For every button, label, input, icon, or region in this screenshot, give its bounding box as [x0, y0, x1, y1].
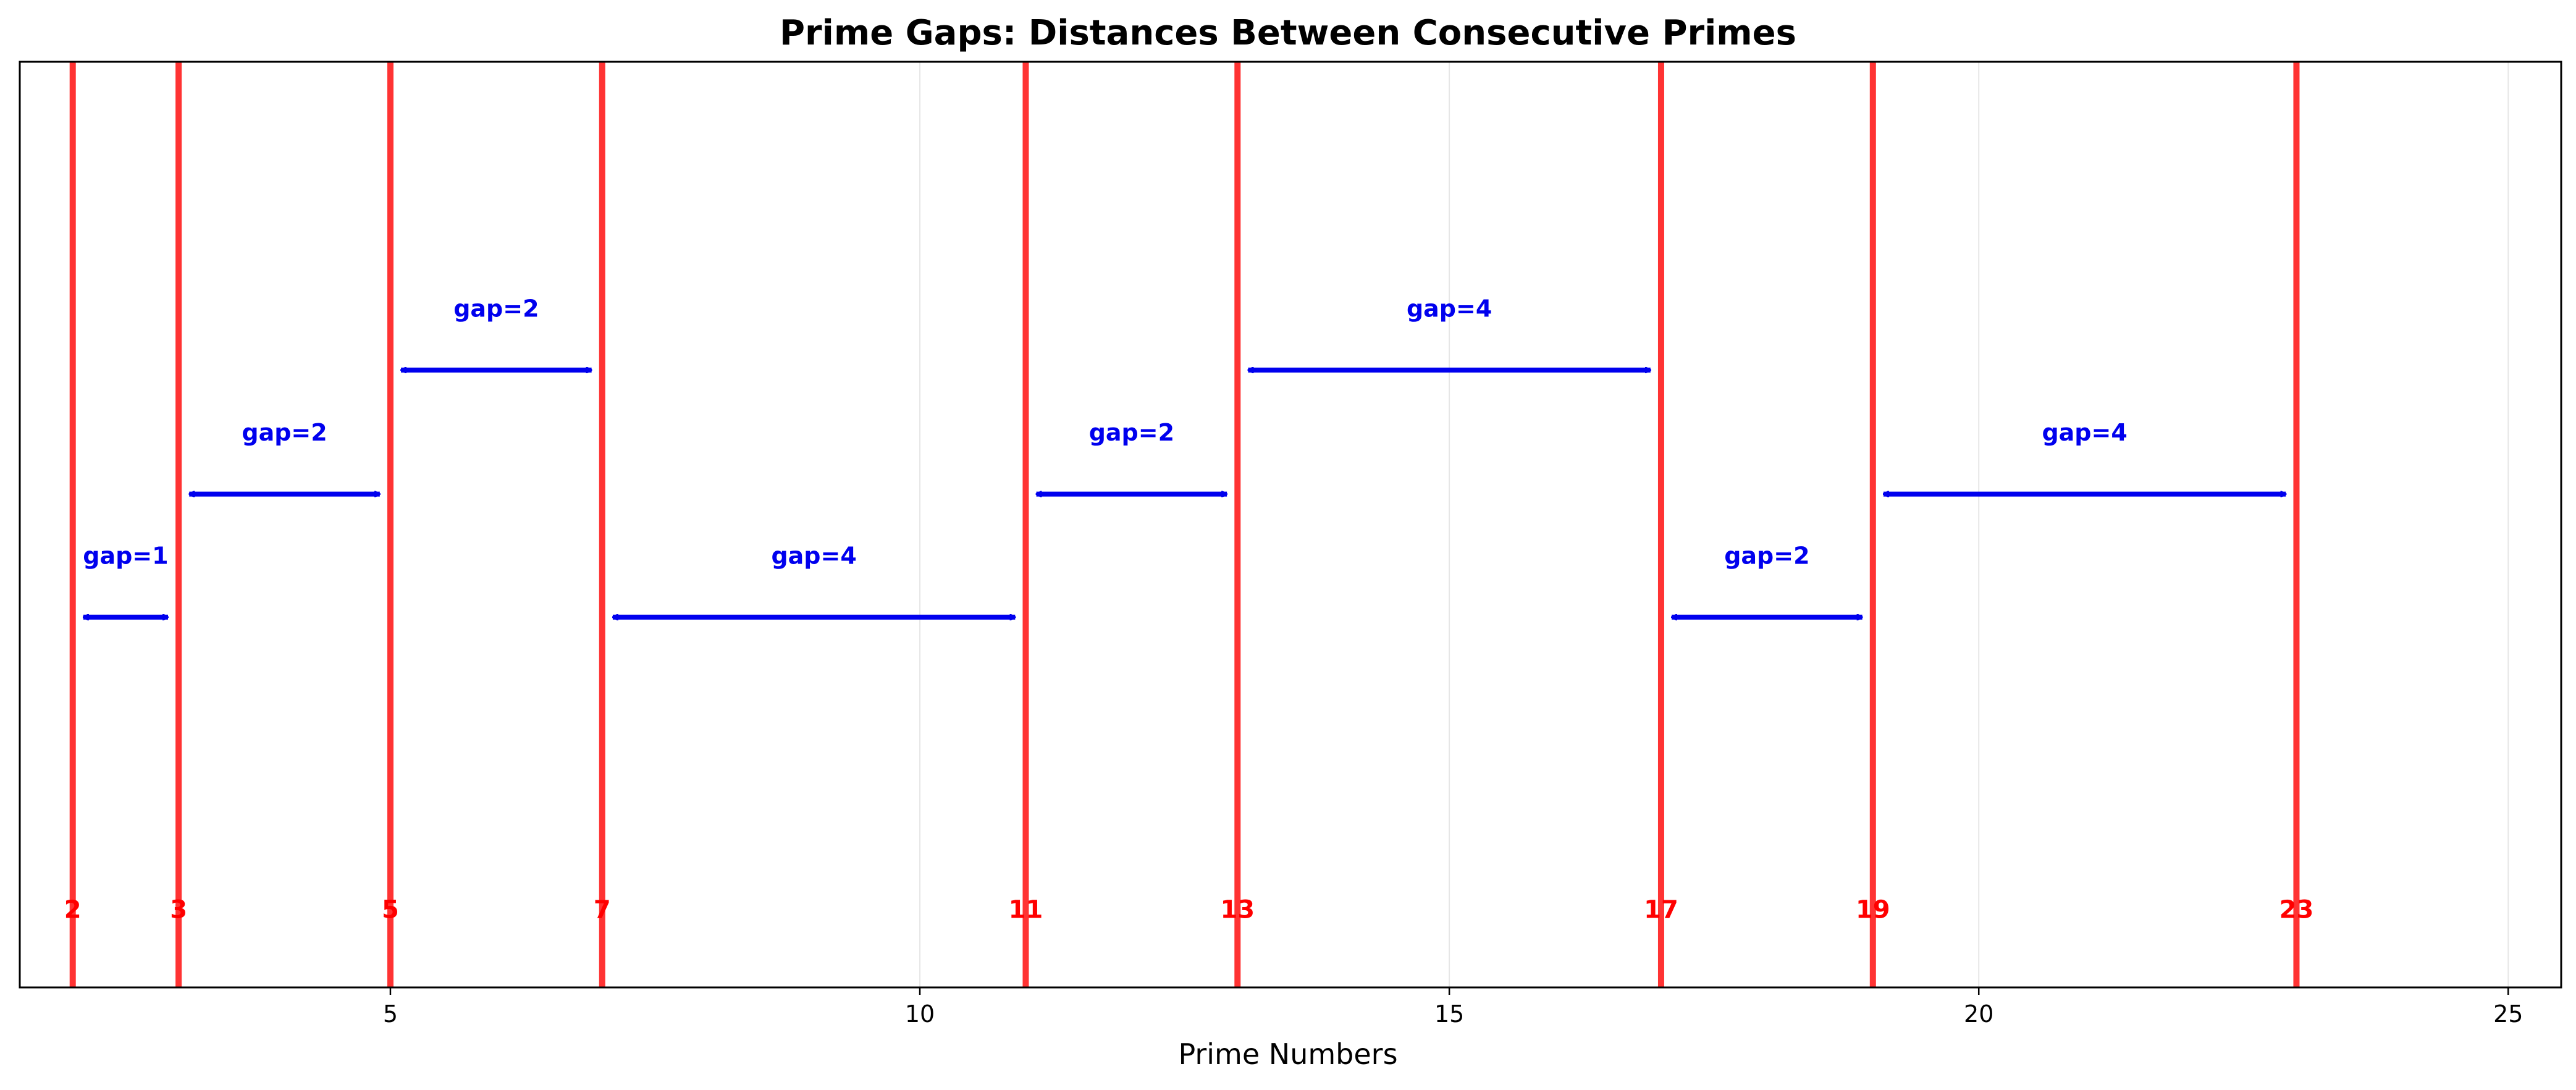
prime-label-19: 19: [1856, 896, 1890, 924]
x-tick-label-15: 15: [1434, 1000, 1464, 1028]
gap-label-13-17: gap=4: [1407, 295, 1492, 322]
prime-label-3: 3: [170, 896, 187, 924]
gap-label-3-5: gap=2: [242, 419, 327, 446]
gap-label-11-13: gap=2: [1089, 419, 1174, 446]
gap-label-7-11: gap=4: [771, 542, 856, 569]
prime-label-5: 5: [382, 896, 399, 924]
gap-label-19-23: gap=4: [2042, 419, 2127, 446]
prime-label-7: 7: [594, 896, 611, 924]
prime-label-23: 23: [2279, 896, 2314, 924]
prime-label-17: 17: [1644, 896, 1678, 924]
x-tick-label-10: 10: [905, 1000, 935, 1028]
grid-layer: [389, 62, 2509, 987]
x-axis-ticks: 5 10 15 20 25: [383, 987, 2523, 1028]
gap-arrows-layer: gap=1 gap=2 gap=2 gap=4 gap=2 gap=4 gap=2 gap=4: [83, 295, 2286, 617]
gap-label-5-7: gap=2: [453, 295, 539, 322]
x-tick-label-20: 20: [1964, 1000, 1993, 1028]
x-tick-label-5: 5: [383, 1000, 398, 1028]
x-axis-label: Prime Numbers: [1178, 1037, 1397, 1071]
prime-lines-layer: 2 3 5 7 11 13 17 19 23: [64, 62, 2314, 987]
chart-title: Prime Gaps: Distances Between Consecutiv…: [780, 13, 1796, 53]
gap-label-2-3: gap=1: [83, 542, 168, 569]
x-tick-label-25: 25: [2493, 1000, 2523, 1028]
prime-label-13: 13: [1220, 896, 1255, 924]
prime-label-2: 2: [64, 896, 82, 924]
plot-frame: [19, 61, 2562, 989]
prime-label-11: 11: [1009, 896, 1043, 924]
gap-label-17-19: gap=2: [1724, 542, 1809, 569]
